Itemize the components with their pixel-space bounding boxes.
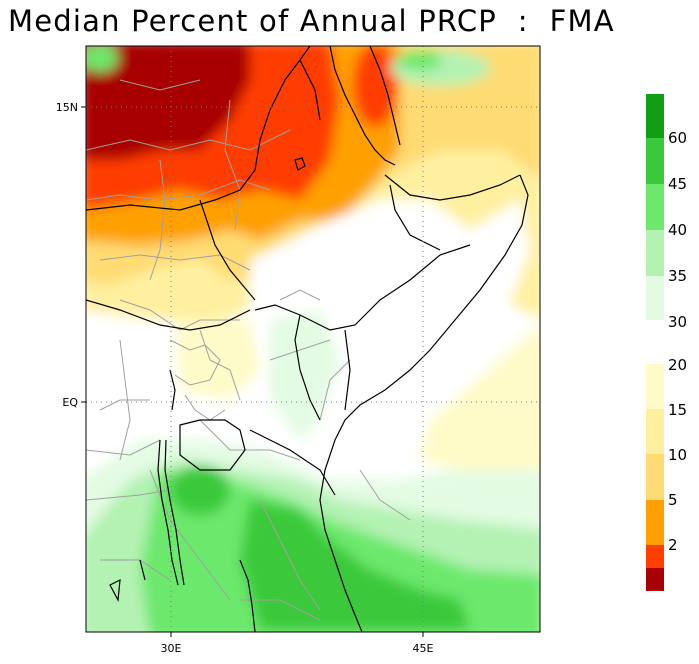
colorbar-label-40: 40 [668, 221, 687, 239]
zone-green-nw-corner [86, 46, 118, 72]
colorbar-swatch-40 [646, 184, 664, 230]
colorbar-label-30: 30 [668, 313, 687, 331]
colorbar-label-45: 45 [668, 175, 687, 193]
colorbar-swatch-30 [646, 276, 664, 320]
colorbar-upper [646, 94, 664, 320]
zone-green-arabia-2 [398, 50, 442, 70]
colorbar-swatch-60 [646, 94, 664, 138]
lat-tick-eq: EQ [62, 396, 78, 409]
colorbar-swatch-45 [646, 138, 664, 184]
colorbar-lower [646, 364, 664, 591]
colorbar-label-5: 5 [668, 491, 678, 509]
lon-tick-45e: 45E [413, 642, 434, 655]
colorbar-label-10: 10 [668, 446, 687, 464]
lat-lon-grid [86, 46, 540, 632]
coastlines [86, 46, 529, 632]
zone-mid-green-south [240, 500, 470, 630]
colorbar-swatch-2 [646, 545, 664, 568]
zone-white-west [86, 310, 190, 488]
colorbar-label-15: 15 [668, 401, 687, 419]
zone-pale-yellow-uganda [175, 320, 260, 400]
lat-tick-15n: 15N [56, 101, 78, 114]
field-colors [86, 46, 540, 632]
colorbar-swatch-15 [646, 409, 664, 454]
map-title: Median Percent of Annual PRCP : FMA [8, 4, 615, 38]
lon-tick-30e: 30E [161, 642, 182, 655]
colorbar-swatch-20 [646, 364, 664, 409]
colorbar-label-35: 35 [668, 267, 687, 285]
colorbar-swatch-5 [646, 500, 664, 545]
zone-red-eritrea [353, 46, 397, 127]
colorbar: 60 45 40 35 30 20 15 10 5 2 [646, 94, 687, 591]
country-borders [86, 79, 411, 621]
colorbar-swatch-0 [646, 568, 664, 591]
colorbar-label-2: 2 [668, 536, 678, 554]
colorbar-swatch-10 [646, 454, 664, 500]
colorbar-swatch-35 [646, 230, 664, 276]
map-frame [85, 45, 541, 633]
axis-ticks [81, 106, 424, 637]
zone-pale-yellow-east [420, 324, 540, 470]
colorbar-label-20: 20 [668, 356, 687, 374]
precip-field [86, 46, 540, 632]
zone-mid-green-west [170, 465, 230, 515]
zone-dark-red-north [86, 46, 250, 160]
colorbar-label-60: 60 [668, 129, 687, 147]
